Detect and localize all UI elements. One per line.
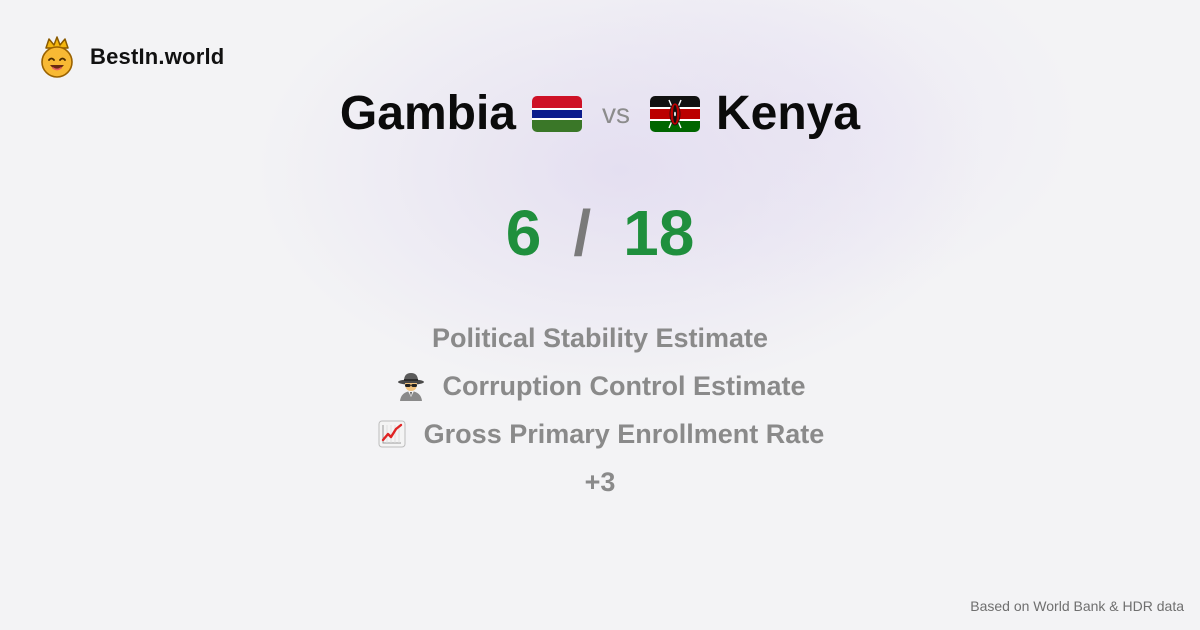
metric-label: Corruption Control Estimate [442, 370, 806, 401]
left-score: 6 [505, 197, 542, 269]
right-score: 18 [623, 197, 695, 269]
metric-label: Gross Primary Enrollment Rate [423, 418, 825, 449]
right-country-name: Kenya [715, 87, 861, 140]
metric-item: Gross Primary Enrollment Rate [376, 410, 825, 458]
chart-increasing-icon [378, 420, 406, 448]
more-metrics-count: +3 [584, 466, 616, 497]
metric-item: Corruption Control Estimate [395, 362, 806, 410]
kenya-flag-icon [649, 95, 700, 132]
score-separator: / [573, 197, 592, 269]
metric-item: Political Stability Estimate [432, 314, 768, 362]
crowned-smiley-icon [41, 36, 73, 78]
left-country-name: Gambia [339, 87, 516, 140]
metrics-list: Political Stability Estimate Corruption … [0, 314, 1200, 506]
vs-label: vs [601, 97, 630, 129]
gambia-flag-icon [531, 95, 582, 132]
spy-icon [397, 373, 424, 401]
data-source-note: Based on World Bank & HDR data [970, 598, 1184, 614]
comparison-title: Gambia vs Kenya [0, 86, 1200, 141]
metric-label: Political Stability Estimate [431, 322, 769, 353]
score: 6 / 18 [0, 196, 1200, 270]
brand[interactable]: BestIn.world [38, 36, 224, 78]
brand-name: BestIn.world [90, 44, 225, 69]
